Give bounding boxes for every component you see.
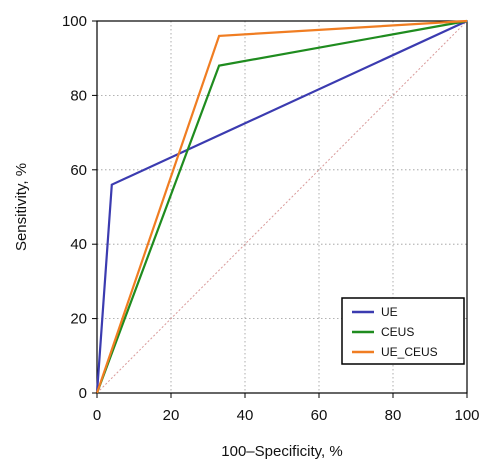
x-tick-label: 40	[237, 407, 254, 424]
y-tick-label: 80	[70, 87, 87, 104]
y-tick-label: 100	[62, 13, 87, 30]
y-tick-label: 0	[79, 385, 87, 402]
x-tick-label: 80	[385, 407, 402, 424]
axis-ticks: 0 20 40 60 80 100 0 20 40 60 80 100	[62, 13, 480, 424]
y-tick-label: 40	[70, 236, 87, 253]
y-axis-title: Sensitivity, %	[13, 163, 30, 251]
x-tick-label: 20	[163, 407, 180, 424]
x-axis-title: 100–Specificity, %	[221, 443, 342, 460]
reference-line	[96, 20, 468, 394]
y-tick-label: 20	[70, 311, 87, 328]
legend-label-ceus: CEUS	[381, 325, 414, 339]
legend-label-ue-ceus: UE_CEUS	[381, 345, 438, 359]
series-line-ue	[95, 20, 468, 394]
series-line-ue-ceus	[95, 19, 468, 394]
y-tick-label: 60	[70, 162, 87, 179]
series-group	[95, 19, 468, 394]
legend: UE CEUS UE_CEUS	[341, 297, 465, 365]
x-tick-label: 100	[454, 407, 479, 424]
x-tick-label: 60	[311, 407, 328, 424]
series-line-ceus	[95, 19, 468, 394]
x-tick-label: 0	[93, 407, 101, 424]
legend-label-ue: UE	[381, 305, 398, 319]
plot-frame	[96, 20, 468, 394]
reference-diagonal	[96, 20, 468, 394]
